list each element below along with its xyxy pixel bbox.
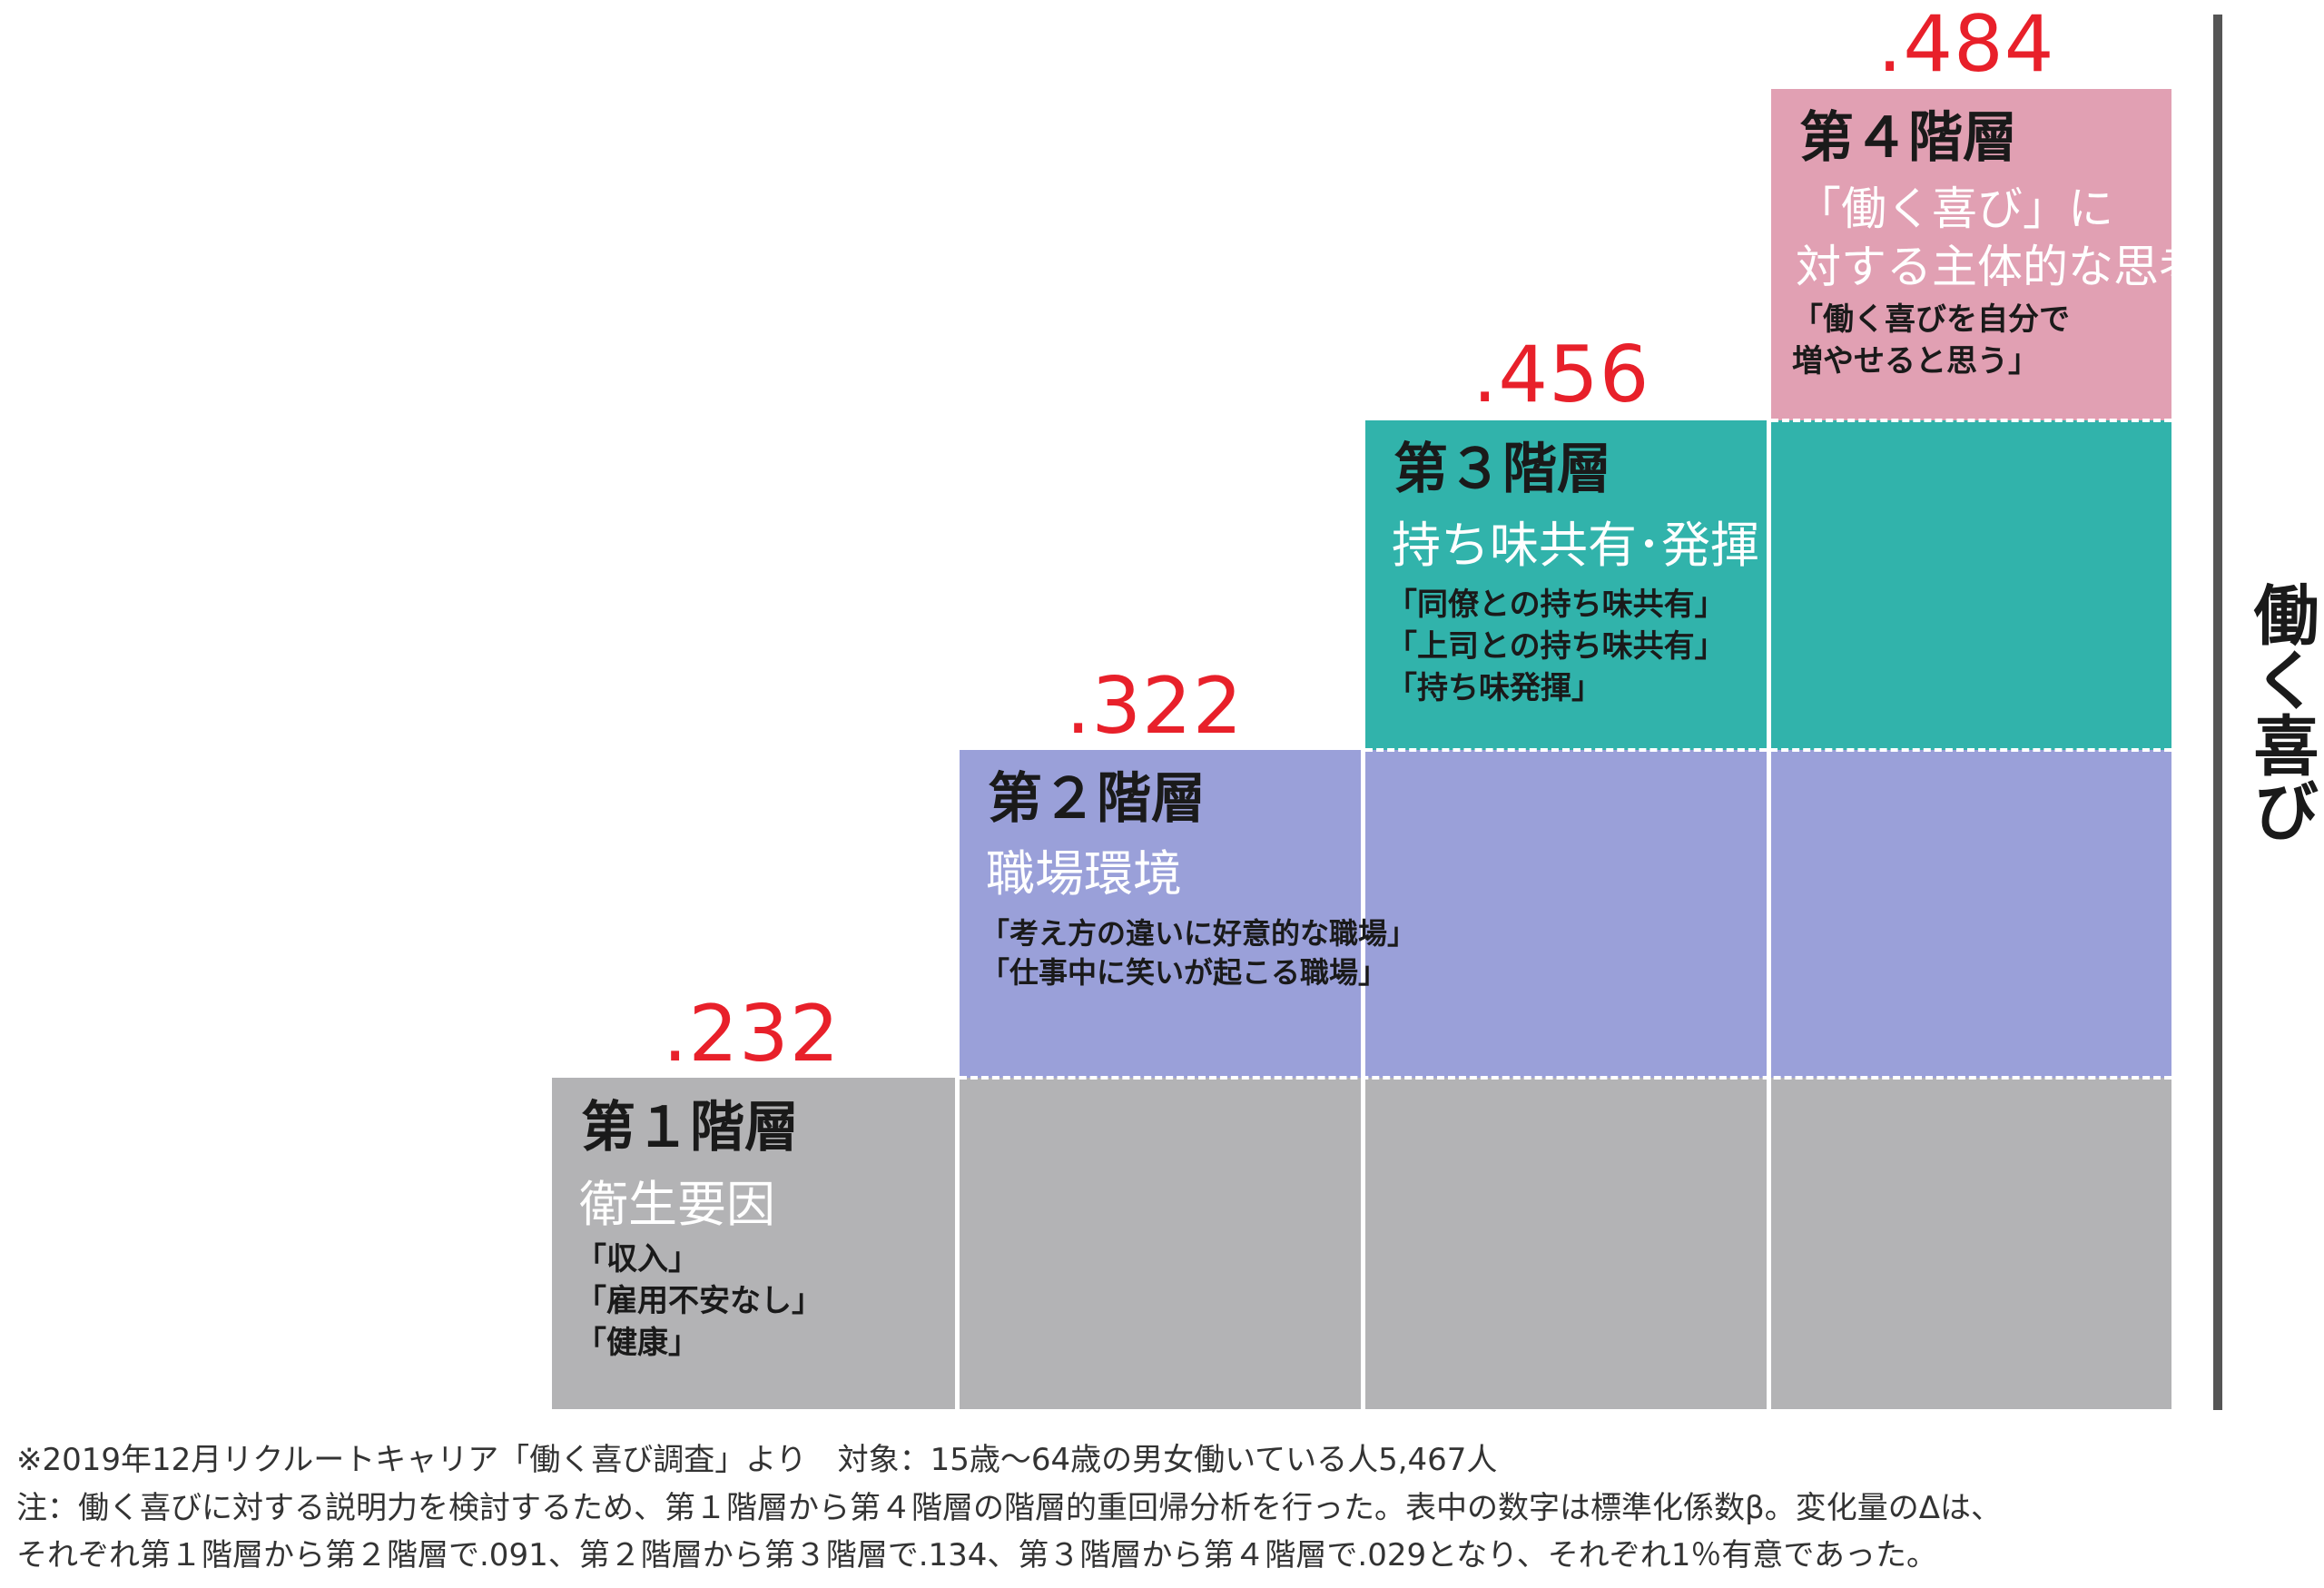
level-2-coefficient: .322 <box>1066 661 1244 752</box>
level-3-item: 「持ち味発揮」 <box>1386 669 1602 706</box>
level-4-title: 第４階層 <box>1799 106 2017 170</box>
level-4-item: 「働く喜びを自分で <box>1792 301 2070 338</box>
level-1-item: 「雇用不安なし」 <box>576 1282 822 1319</box>
level-divider-dashed <box>1365 748 2171 752</box>
level-3-title: 第３階層 <box>1393 438 1611 501</box>
level-4-items: 「働く喜びを自分で 増やせると思う」 <box>1792 300 2070 383</box>
column-separator <box>1361 420 1365 1409</box>
level-divider-dashed <box>960 1076 2171 1080</box>
level-1-coefficient: .232 <box>663 989 841 1080</box>
level-4-item: 増やせると思う」 <box>1792 342 2039 380</box>
level-1-title: 第１階層 <box>581 1096 799 1159</box>
footnotes: ※2019年12月リクルートキャリア「働く喜び調査」より 対象：15歳〜64歳の… <box>16 1436 2286 1580</box>
level-1-subtitle: 衛生要因 <box>579 1176 775 1233</box>
axis-bar <box>2213 15 2222 1410</box>
level-3-item: 「同僚との持ち味共有」 <box>1386 587 1726 623</box>
footnote-source: ※2019年12月リクルートキャリア「働く喜び調査」より 対象：15歳〜64歳の… <box>16 1442 1498 1478</box>
axis-label: 働く喜び <box>2242 581 2319 843</box>
level-divider-dashed <box>1771 419 2171 422</box>
footnote-method: 注：働く喜びに対する説明力を検討するため、第１階層から第４階層の階層的重回帰分析… <box>16 1489 2002 1526</box>
level-3-coefficient: .456 <box>1472 330 1650 420</box>
level-3-subtitle: 持ち味共有･発揮 <box>1392 517 1759 574</box>
level-1-item: 「健康」 <box>576 1324 699 1361</box>
footnote-results: それぞれ第１階層から第２階層で.091、第２階層から第３階層で.134、第３階層… <box>16 1537 1938 1574</box>
level-2-item: 「仕事中に笑いが起こる職場」 <box>980 955 1388 991</box>
level-2-subtitle: 職場環境 <box>986 845 1182 902</box>
level-4-subtitle: 「働く喜び」に 対する主体的な思考 <box>1796 182 2204 293</box>
level-2-title: 第２階層 <box>988 767 1206 831</box>
level-2-item: 「考え方の違いに好意的な職場」 <box>980 916 1417 951</box>
level-2-items: 「考え方の違いに好意的な職場」 「仕事中に笑いが起こる職場」 <box>980 914 1416 992</box>
level-2-block <box>958 750 2171 1078</box>
level-1-item: 「収入」 <box>576 1241 699 1277</box>
level-1-items: 「収入」 「雇用不安なし」 「健康」 <box>576 1239 822 1365</box>
level-3-items: 「同僚との持ち味共有」 「上司との持ち味共有」 「持ち味発揮」 <box>1386 585 1726 710</box>
level-4-block <box>1769 89 2171 420</box>
column-separator <box>955 750 960 1409</box>
level-3-item: 「上司との持ち味共有」 <box>1386 627 1726 665</box>
level-4-coefficient: .484 <box>1877 0 2055 90</box>
